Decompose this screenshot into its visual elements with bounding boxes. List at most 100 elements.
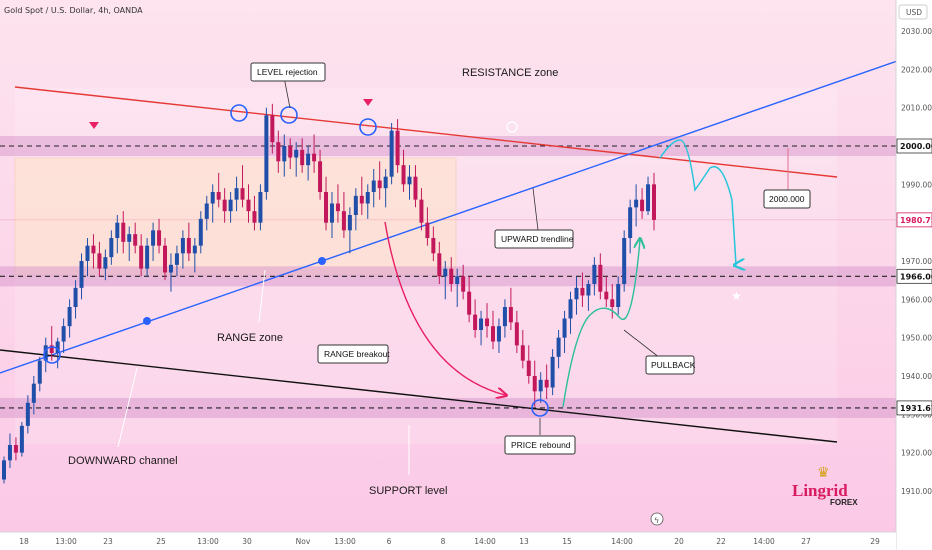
- candle-body: [324, 192, 329, 223]
- candle-body: [479, 318, 484, 330]
- candle-body: [359, 195, 364, 204]
- candle-body: [174, 253, 179, 265]
- y-tick: 2010.000: [901, 104, 932, 113]
- candle-body: [419, 199, 424, 223]
- candle-body: [496, 326, 501, 342]
- candle-body: [282, 146, 287, 162]
- x-tick: 22: [716, 537, 726, 546]
- candle-body: [163, 245, 168, 273]
- candle-body: [115, 222, 120, 238]
- candle-body: [628, 207, 633, 238]
- candle-body: [7, 445, 12, 461]
- pivot-circle-2: [280, 106, 298, 124]
- lightning-glyph: ϟ: [654, 516, 659, 525]
- candle-body: [407, 176, 412, 185]
- y-tick: 1960.000: [901, 295, 932, 304]
- x-tick: 8: [441, 537, 446, 546]
- candle-body: [270, 115, 275, 143]
- candle-body: [610, 299, 615, 307]
- y-tick: 1920.000: [901, 449, 932, 458]
- candle-body: [365, 192, 370, 204]
- target-icon: [506, 121, 518, 133]
- callout-pointer-pullback: [623, 329, 661, 359]
- y-tick: 2020.000: [901, 65, 932, 74]
- candle-body: [473, 314, 478, 330]
- candle-body: [234, 188, 239, 200]
- downward-channel-line: [0, 349, 838, 443]
- candle-body: [318, 161, 323, 192]
- y-tick: 1970.000: [901, 257, 932, 266]
- x-tick: 13:00: [55, 537, 77, 546]
- candle-body: [246, 199, 251, 212]
- pivot-circle-3: [359, 118, 377, 136]
- price-tag-label: 1980.730: [900, 216, 932, 225]
- candle-body: [216, 192, 221, 200]
- callout-pointer-channel: [117, 367, 138, 448]
- brand-crown-icon: ♛: [817, 465, 830, 481]
- pivot-circle-1: [230, 104, 248, 122]
- trend-touch-dot-2: [318, 257, 326, 265]
- marker-triangle-2: [363, 99, 373, 106]
- x-tick: 6: [387, 537, 392, 546]
- upward-trendline-callout: UPWARD trendline: [494, 229, 574, 249]
- candle-body: [437, 253, 442, 277]
- candle-body: [455, 276, 460, 284]
- price-rebound-callout: PRICE rebound: [504, 435, 576, 455]
- candle-body: [264, 115, 269, 192]
- x-tick: 25: [156, 537, 166, 546]
- x-tick: 27: [801, 537, 811, 546]
- candle-body: [55, 341, 60, 353]
- candle-body: [431, 238, 436, 254]
- candle-body: [580, 287, 585, 296]
- x-tick: 20: [674, 537, 684, 546]
- callout-pointer-level: [283, 76, 291, 109]
- y-tick: 2030.000: [901, 27, 932, 36]
- price-tag-box: [896, 212, 932, 228]
- currency-box[interactable]: [898, 4, 928, 20]
- range-breakout-arrow: [384, 221, 505, 395]
- candle-body: [198, 218, 203, 246]
- candle-body: [103, 257, 108, 269]
- candle-body: [13, 445, 18, 453]
- resistance-trendline: [14, 86, 838, 178]
- x-tick: 13:00: [334, 537, 356, 546]
- candle-body: [616, 284, 621, 307]
- candle-body: [425, 222, 430, 238]
- candle-body: [604, 291, 609, 300]
- candle-body: [490, 326, 495, 342]
- candle-body: [652, 184, 656, 220]
- svg-text:PRICE rebound: PRICE rebound: [511, 440, 571, 450]
- candle-body: [85, 245, 90, 261]
- candle-body: [222, 199, 227, 212]
- lightning-icon[interactable]: [650, 512, 664, 526]
- candle-body: [288, 146, 293, 158]
- candle-body: [192, 245, 197, 254]
- candle-body: [61, 326, 66, 342]
- candle-body: [49, 345, 54, 353]
- candle-body: [252, 211, 257, 223]
- candle-body: [300, 149, 305, 166]
- candle-body: [485, 318, 490, 327]
- candle-body: [306, 153, 311, 166]
- y-tick: 1940.000: [901, 372, 932, 381]
- projection-path: [659, 139, 736, 265]
- y-tick: 1910.000: [901, 487, 932, 496]
- candle-body: [568, 299, 573, 319]
- x-tick: 14:00: [474, 537, 496, 546]
- candle-body: [186, 238, 191, 254]
- candle-body: [180, 238, 185, 254]
- candle-body: [592, 264, 597, 284]
- candle-body: [2, 460, 6, 480]
- candle-body: [532, 376, 537, 392]
- downward-channel-label: DOWNWARD channel: [68, 455, 178, 467]
- candle-body: [586, 284, 591, 296]
- candle-body: [640, 199, 645, 212]
- brand-name: Lingrid: [792, 481, 848, 500]
- marker-triangle-1: [89, 122, 99, 129]
- candle-body: [73, 287, 78, 307]
- candle-body: [449, 268, 454, 284]
- range-breakout-callout: RANGE breakout: [317, 344, 390, 364]
- candle-body: [145, 245, 150, 269]
- candle-body: [347, 215, 352, 231]
